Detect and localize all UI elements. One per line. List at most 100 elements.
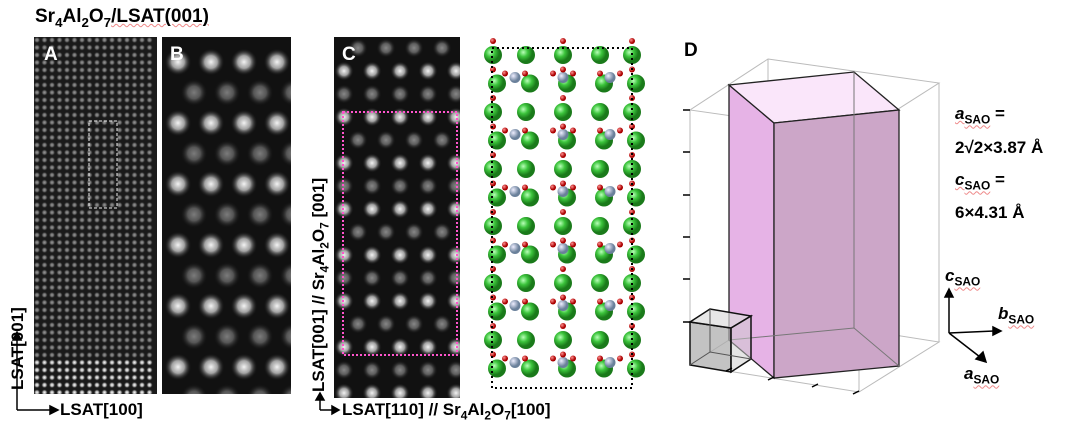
atom-column (48, 186, 56, 194)
atom-column (34, 178, 41, 187)
atom-column (63, 351, 71, 359)
atom-column (376, 314, 396, 334)
atom-column (78, 238, 86, 247)
atom-column (390, 268, 410, 288)
atom-column (115, 88, 124, 97)
atom-column (100, 231, 109, 239)
atom-column (130, 51, 139, 59)
atom-column (115, 223, 124, 232)
atom-column (130, 291, 139, 299)
atom-column (115, 351, 124, 359)
atom-column (108, 238, 116, 247)
atom-column (40, 88, 49, 97)
atom-column (93, 388, 101, 394)
atom-column (130, 201, 139, 209)
atom-column (123, 268, 131, 277)
atom-column (85, 298, 94, 307)
atom-column (123, 336, 131, 344)
atom-column (63, 388, 71, 394)
atom-column (296, 109, 324, 137)
atom-column (34, 313, 41, 322)
atom-column (85, 96, 94, 104)
atom-column (78, 261, 86, 269)
atom-column (78, 178, 86, 187)
atom-column (34, 358, 41, 367)
atom-column (40, 336, 49, 344)
atom-column (123, 186, 131, 194)
atom-column (197, 292, 225, 320)
atom-column (115, 366, 124, 374)
atom-column (145, 253, 154, 262)
atom-column (63, 133, 71, 142)
atom-column (40, 51, 49, 59)
atom-column (63, 268, 71, 277)
atom-column (78, 223, 86, 232)
lattice-c-label: cSAO = (955, 170, 1005, 193)
atom-column (145, 73, 154, 82)
atom-column (130, 216, 139, 224)
atom-column (362, 360, 382, 380)
o-atom (570, 184, 576, 191)
atom-column (263, 231, 291, 259)
atom-column (100, 238, 109, 247)
atom-column (55, 246, 64, 254)
atom-column (34, 43, 41, 52)
atom-column (70, 351, 79, 359)
atom-column (100, 216, 109, 224)
atom-column (115, 111, 124, 119)
atom-column (78, 283, 86, 292)
atom-column (108, 381, 116, 389)
al-atom (604, 243, 616, 254)
atom-column (55, 328, 64, 337)
atom-column (70, 73, 79, 82)
atom-column (100, 178, 109, 187)
atom-column (130, 156, 139, 164)
atom-column (130, 208, 139, 217)
atom-column (145, 336, 154, 344)
sr-atom (521, 188, 539, 207)
atom-column (123, 388, 131, 394)
atom-column (34, 81, 41, 89)
atom-column (70, 306, 79, 314)
atom-column (108, 388, 116, 394)
atom-column (70, 291, 79, 299)
atom-column (93, 133, 101, 142)
atom-column (130, 111, 139, 119)
atom-column (85, 37, 94, 44)
atom-column (130, 43, 139, 52)
atom-column (40, 231, 49, 239)
atom-column (123, 238, 131, 247)
atom-column (70, 268, 79, 277)
atom-column (108, 208, 116, 217)
atom-column (130, 126, 139, 134)
atom-column (78, 148, 86, 157)
atom-column (63, 201, 71, 209)
atom-column (123, 51, 131, 59)
atom-column (108, 358, 116, 367)
atom-column (115, 283, 124, 292)
atom-column (123, 216, 131, 224)
atom-column (100, 283, 109, 292)
atom-column (123, 96, 131, 104)
atom-column (100, 306, 109, 314)
atom-column (130, 328, 139, 337)
o-atom (502, 241, 508, 248)
atom-column (34, 306, 41, 314)
atom-column (55, 238, 64, 247)
atom-column (100, 298, 109, 307)
atom-column (48, 328, 56, 337)
atom-column (108, 246, 116, 254)
atom-column (115, 381, 124, 389)
atom-column (34, 193, 41, 202)
atom-column (130, 321, 139, 329)
atom-column (263, 353, 291, 381)
atom-column (362, 107, 382, 127)
atom-column (48, 103, 56, 112)
atom-column (123, 163, 131, 172)
atom-column (78, 88, 86, 97)
model-unit-cell (491, 47, 633, 389)
atom-column (213, 383, 241, 394)
atom-column (63, 231, 71, 239)
atom-column (48, 37, 56, 44)
